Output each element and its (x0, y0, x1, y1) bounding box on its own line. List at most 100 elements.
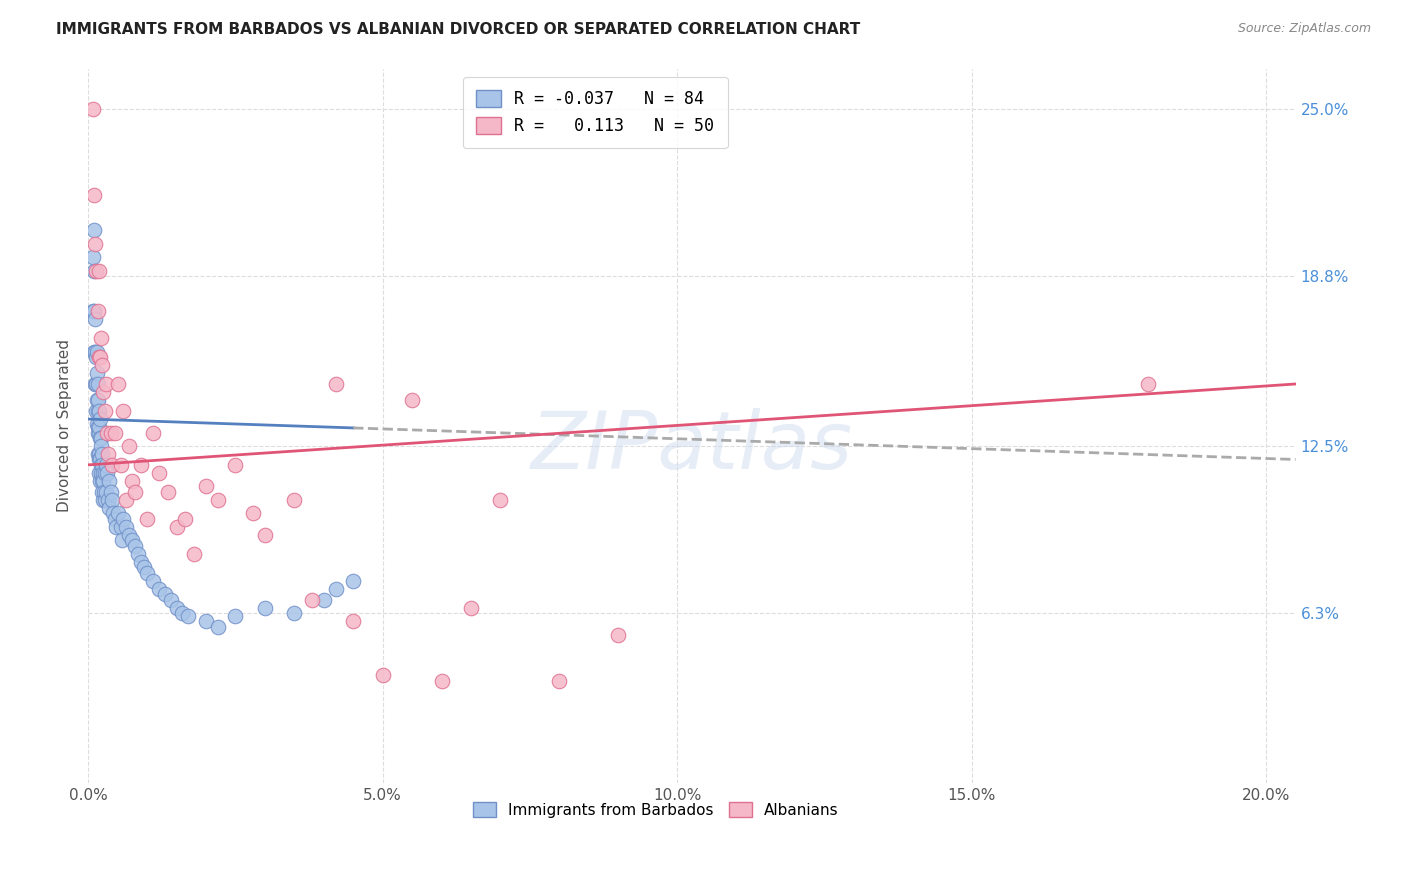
Point (90, 466, 112, 480)
Point (100, 425, 122, 440)
Point (301, 592, 323, 607)
Point (94, 484, 117, 499)
Point (87, 425, 110, 440)
Point (224, 608, 246, 623)
Point (83, 188, 105, 202)
Point (112, 404, 135, 418)
Point (83, 304, 105, 318)
Point (121, 474, 143, 488)
Point (105, 520, 128, 534)
Point (94, 376, 117, 391)
Point (136, 512, 159, 526)
Point (93, 385, 115, 400)
Point (89, 431, 111, 445)
Point (91, 484, 114, 499)
Point (91, 458, 114, 472)
Point (148, 582, 170, 596)
Point (100, 458, 122, 472)
Point (159, 592, 181, 607)
Point (83, 344, 105, 359)
Point (207, 620, 229, 634)
Point (371, 668, 394, 682)
Point (325, 376, 347, 391)
Point (93, 484, 115, 499)
Point (86, 376, 108, 391)
Point (132, 560, 155, 574)
Point (83, 264, 105, 278)
Point (136, 566, 159, 580)
Point (87, 420, 110, 434)
Point (96, 425, 118, 440)
Point (94, 458, 117, 472)
Text: IMMIGRANTS FROM BARBADOS VS ALBANIAN DIVORCED OR SEPARATED CORRELATION CHART: IMMIGRANTS FROM BARBADOS VS ALBANIAN DIV… (56, 22, 860, 37)
Point (283, 492, 305, 507)
Point (283, 606, 305, 620)
Point (90, 331, 112, 345)
Point (104, 512, 127, 526)
Point (89, 452, 111, 467)
Point (460, 600, 482, 615)
Point (253, 600, 276, 615)
Point (86, 425, 108, 440)
Point (86, 264, 108, 278)
Point (224, 458, 246, 472)
Point (142, 425, 165, 440)
Point (89, 431, 111, 445)
Point (89, 412, 111, 426)
Point (86, 304, 108, 318)
Point (153, 587, 176, 601)
Point (87, 393, 110, 408)
Point (84, 376, 107, 391)
Point (118, 528, 141, 542)
Point (101, 507, 124, 521)
Point (86, 366, 108, 380)
Point (89, 420, 111, 434)
Text: Source: ZipAtlas.com: Source: ZipAtlas.com (1237, 22, 1371, 36)
Point (86, 417, 108, 432)
Point (87, 350, 110, 364)
Point (90, 439, 112, 453)
Point (98, 501, 121, 516)
Point (87, 466, 110, 480)
Point (91, 466, 114, 480)
Point (82, 250, 104, 264)
Point (242, 507, 264, 521)
Point (607, 628, 630, 642)
Point (83, 223, 105, 237)
Point (194, 614, 217, 628)
Point (107, 507, 129, 521)
Point (93, 492, 115, 507)
Y-axis label: Divorced or Separated: Divorced or Separated (58, 339, 72, 512)
Point (100, 492, 122, 507)
Point (91, 358, 114, 372)
Point (89, 350, 111, 364)
Point (97, 474, 120, 488)
Point (84, 344, 107, 359)
Point (96, 466, 118, 480)
Point (86, 404, 108, 418)
Point (207, 492, 229, 507)
Point (93, 466, 115, 480)
Point (118, 439, 141, 453)
Point (107, 376, 129, 391)
Point (84, 236, 107, 251)
Point (87, 404, 110, 418)
Point (93, 404, 115, 418)
Point (124, 539, 146, 553)
Point (1137, 376, 1160, 391)
Point (312, 592, 335, 607)
Point (87, 447, 110, 461)
Text: ZIPatlas: ZIPatlas (531, 409, 853, 486)
Point (89, 474, 111, 488)
Point (86, 393, 108, 408)
Point (86, 376, 108, 391)
Point (97, 492, 120, 507)
Point (129, 555, 152, 569)
Point (342, 574, 364, 588)
Point (124, 484, 146, 499)
Point (142, 574, 165, 588)
Point (91, 492, 114, 507)
Point (156, 484, 179, 499)
Point (401, 393, 423, 408)
Point (86, 447, 108, 461)
